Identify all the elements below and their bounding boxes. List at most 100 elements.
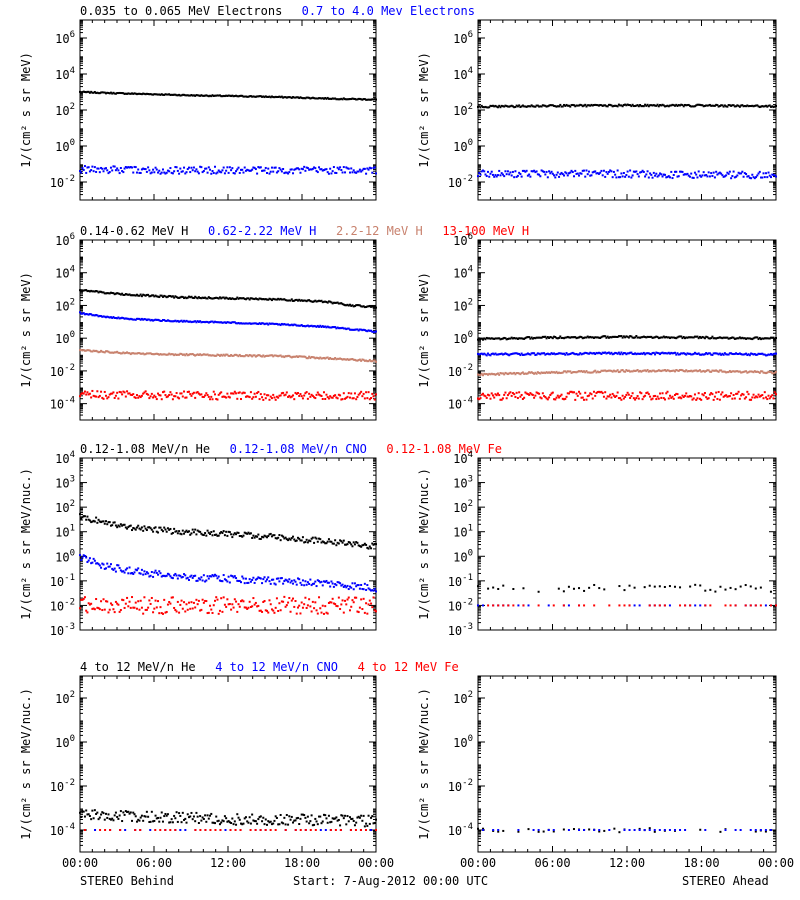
data-point: [485, 396, 488, 399]
data-point: [654, 336, 657, 339]
data-point: [680, 335, 683, 338]
data-point: [718, 369, 721, 372]
data-point: [329, 97, 332, 100]
data-point: [201, 395, 204, 398]
data-point: [80, 392, 83, 395]
data-point: [79, 170, 81, 173]
data-point: [134, 601, 137, 604]
data-point: [238, 322, 241, 325]
data-point: [269, 395, 272, 398]
data-point: [221, 169, 224, 172]
data-point: [293, 355, 296, 358]
data-point: [672, 336, 675, 339]
data-point: [213, 573, 216, 576]
data-point: [313, 582, 316, 585]
data-point: [515, 372, 518, 375]
data-point: [756, 336, 759, 339]
data-point: [644, 336, 647, 339]
data-point: [283, 172, 286, 175]
data-point: [493, 337, 496, 340]
data-point: [536, 336, 539, 339]
data-point: [178, 574, 181, 577]
data-point: [361, 329, 364, 332]
data-point: [145, 352, 148, 355]
data-point: [373, 398, 376, 401]
data-point: [308, 168, 311, 171]
data-point: [244, 95, 247, 98]
data-point: [345, 304, 348, 307]
data-point: [107, 91, 110, 94]
data-point: [738, 336, 741, 339]
data-point: [129, 524, 132, 527]
data-point: [273, 611, 276, 614]
data-point: [256, 95, 259, 98]
data-point: [282, 96, 285, 99]
data-point: [119, 167, 122, 170]
data-point: [132, 393, 135, 396]
data-point: [345, 603, 348, 606]
data-point: [85, 91, 88, 94]
data-point: [478, 353, 481, 356]
data-point: [357, 304, 360, 307]
data-point: [123, 391, 126, 394]
data-point: [575, 392, 578, 395]
data-point: [121, 393, 124, 396]
data-point: [539, 336, 542, 339]
data-point: [231, 167, 234, 170]
data-point: [659, 104, 662, 107]
data-point: [606, 395, 609, 398]
data-point: [119, 523, 122, 526]
data-point: [721, 391, 724, 394]
data-point: [493, 373, 496, 376]
data-point: [87, 559, 90, 562]
data-point: [231, 575, 234, 578]
data-point: [345, 98, 348, 101]
legend-label: 0.12-1.08 MeV/n CNO: [230, 442, 367, 456]
y-tick-label: 100: [55, 138, 75, 154]
data-point: [238, 297, 241, 300]
data-point: [221, 531, 224, 534]
data-point: [722, 353, 725, 356]
data-point: [226, 598, 229, 601]
data-point: [743, 353, 746, 356]
data-point: [267, 611, 270, 614]
data-point: [358, 606, 361, 609]
data-point: [321, 540, 324, 543]
data-point: [111, 567, 114, 570]
data-point: [366, 584, 369, 587]
data-point: [298, 394, 301, 397]
data-point: [101, 167, 104, 170]
data-point: [682, 173, 685, 176]
data-point: [347, 588, 350, 591]
data-point: [533, 336, 536, 339]
data-point: [544, 335, 547, 338]
data-point: [494, 393, 497, 396]
data-point: [762, 353, 765, 356]
y-tick-label: 10-2: [448, 363, 473, 379]
data-point: [332, 326, 335, 329]
data-point: [773, 352, 776, 355]
data-point: [111, 351, 114, 354]
data-point: [546, 352, 549, 355]
data-point: [713, 176, 716, 179]
data-point: [741, 353, 744, 356]
data-point: [649, 172, 652, 175]
data-point: [87, 90, 90, 93]
data-point: [175, 392, 178, 395]
data-point: [296, 167, 299, 170]
data-point: [370, 397, 373, 400]
data-point: [238, 391, 241, 394]
data-point: [488, 175, 491, 178]
data-point: [275, 298, 278, 301]
data-point: [318, 537, 321, 540]
data-point: [118, 351, 121, 354]
data-point: [579, 352, 582, 355]
data-point: [639, 336, 642, 339]
data-point: [544, 396, 547, 399]
data-point: [375, 610, 377, 613]
data-point: [361, 395, 364, 398]
data-point: [102, 291, 105, 294]
data-point: [621, 394, 624, 397]
data-point: [97, 92, 100, 95]
data-point: [252, 166, 255, 169]
